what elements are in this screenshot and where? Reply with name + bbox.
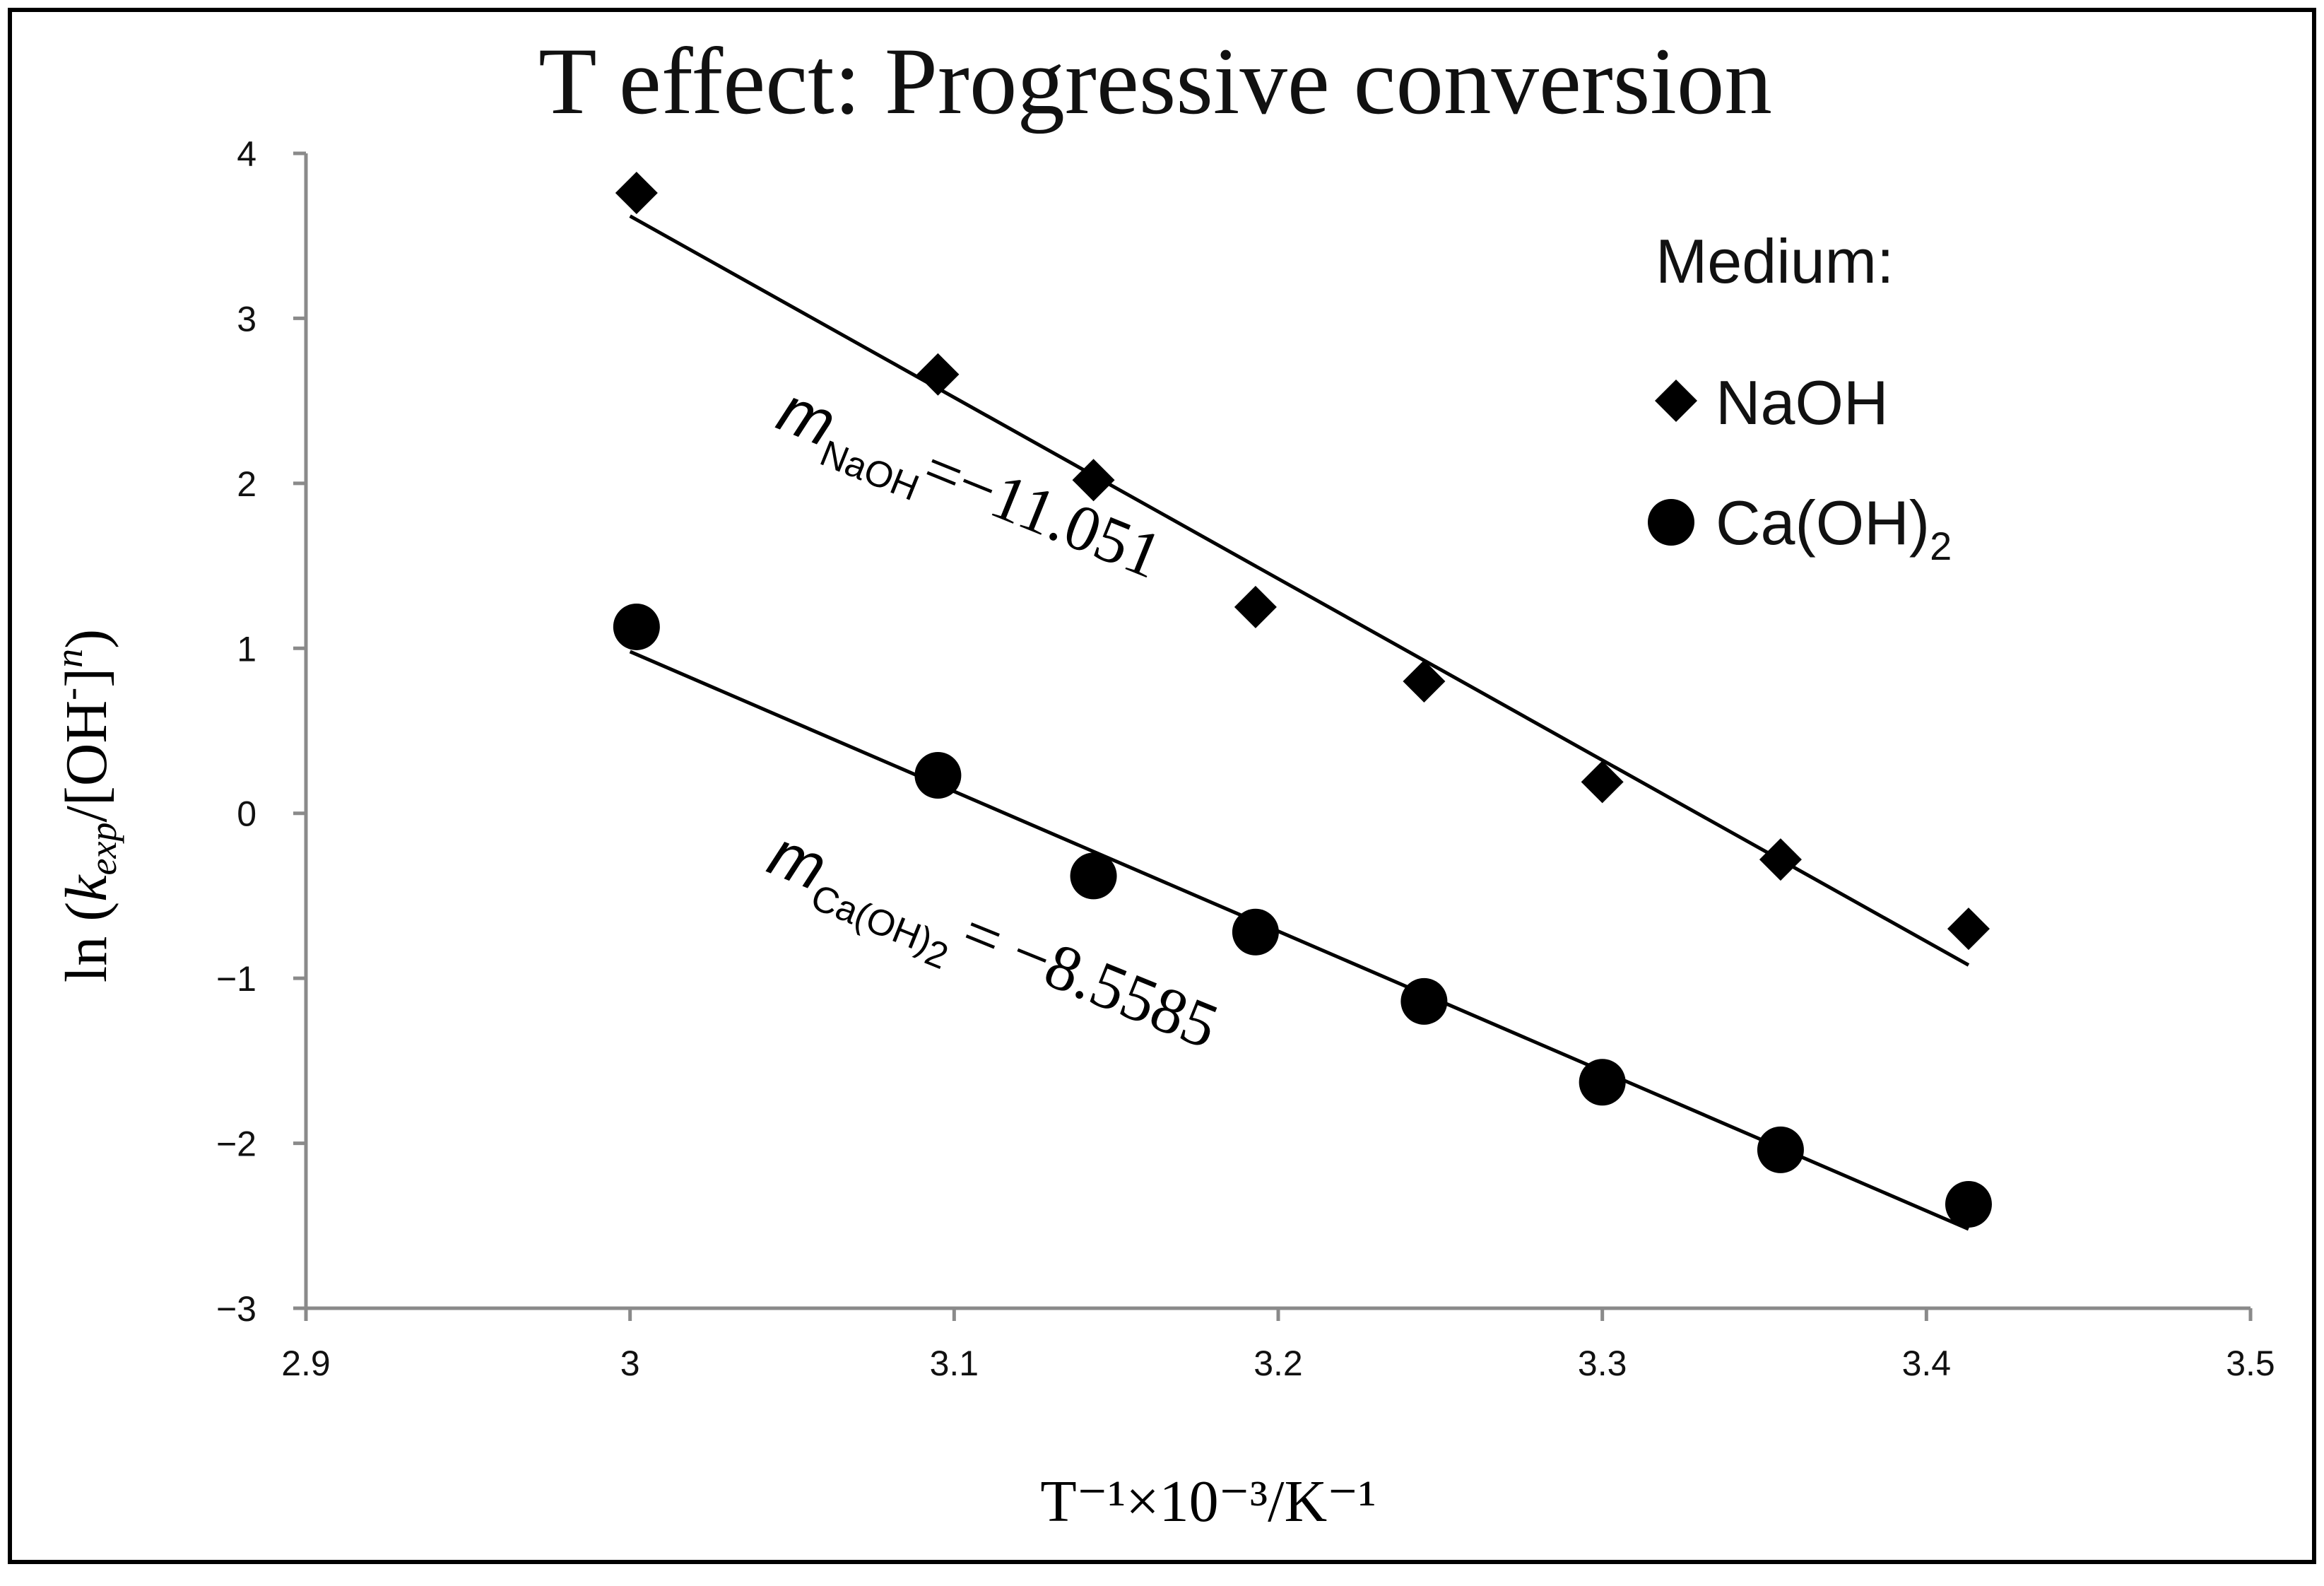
data-point-naoh bbox=[1072, 459, 1115, 502]
x-tick-label: 3.5 bbox=[2226, 1344, 2275, 1383]
x-tick-label: 3.2 bbox=[1254, 1344, 1303, 1383]
y-axis-label-n: n bbox=[48, 649, 90, 668]
data-point-caoh2 bbox=[613, 603, 660, 650]
y-axis-label-k: k bbox=[54, 874, 119, 902]
y-tick-label: 2 bbox=[237, 464, 256, 504]
y-axis-label-prefix: ln ( bbox=[54, 902, 119, 982]
x-tick-label: 3.3 bbox=[1578, 1344, 1627, 1383]
data-point-caoh2 bbox=[914, 752, 962, 799]
y-tick-label: 0 bbox=[237, 794, 256, 834]
y-tick-label: 1 bbox=[237, 629, 256, 669]
y-tick-label: −3 bbox=[216, 1289, 256, 1329]
y-tick-label: −2 bbox=[216, 1124, 256, 1164]
y-axis-label-mid: /[OH bbox=[54, 700, 119, 823]
x-tick-label: 2.9 bbox=[281, 1344, 331, 1383]
x-axis: 2.9 3 3.1 3.2 3.3 3.4 3.5 bbox=[281, 1306, 2275, 1383]
legend-marker-caoh2 bbox=[1648, 499, 1694, 546]
data-point-caoh2 bbox=[1579, 1059, 1626, 1106]
y-axis-label: ln (kexp/[OH-]n) bbox=[48, 629, 124, 982]
y-tick-label: 4 bbox=[237, 134, 256, 174]
y-axis-label-minus: - bbox=[49, 688, 92, 700]
data-point-caoh2 bbox=[1945, 1180, 1992, 1228]
data-point-naoh bbox=[1947, 907, 1990, 951]
x-tick-label: 3 bbox=[620, 1344, 640, 1383]
y-axis-label-close: ] bbox=[54, 668, 119, 688]
y-ticks: −3 −2 −1 0 1 2 3 4 bbox=[216, 134, 306, 1329]
data-point-naoh bbox=[1759, 838, 1802, 881]
y-tick-label: 3 bbox=[237, 299, 256, 339]
y-tick-label: −1 bbox=[216, 959, 256, 999]
legend-label-caoh2-main: Ca(OH) bbox=[1716, 488, 1930, 558]
data-point-naoh bbox=[615, 172, 658, 215]
data-point-caoh2 bbox=[1070, 852, 1117, 900]
y-axis-label-k-sub: exp bbox=[82, 823, 124, 876]
legend-label-caoh2-sub: 2 bbox=[1930, 524, 1952, 568]
data-point-naoh bbox=[1403, 659, 1446, 703]
data-point-caoh2 bbox=[1400, 977, 1448, 1025]
legend-label-caoh2: Ca(OH)2 bbox=[1716, 488, 1952, 568]
y-axis: −3 −2 −1 0 1 2 3 4 bbox=[216, 134, 308, 1329]
fit-line-naoh bbox=[629, 214, 1970, 967]
legend-marker-naoh bbox=[1655, 380, 1697, 422]
data-point-caoh2 bbox=[1232, 908, 1279, 956]
legend-title: Medium: bbox=[1656, 226, 1894, 296]
chart-title: T effect: Progressive conversion bbox=[538, 29, 1772, 134]
data-point-naoh bbox=[916, 353, 960, 396]
fit-line-caoh2 bbox=[629, 650, 1969, 1231]
y-axis-label-suffix: ) bbox=[54, 629, 119, 649]
legend-label-naoh: NaOH bbox=[1716, 368, 1889, 437]
x-ticks: 2.9 3 3.1 3.2 3.3 3.4 3.5 bbox=[281, 1308, 2275, 1383]
data-point-naoh bbox=[1234, 585, 1277, 628]
legend: Medium: NaOH Ca(OH)2 bbox=[1648, 226, 1952, 568]
data-point-caoh2 bbox=[1757, 1126, 1804, 1173]
plot-area bbox=[613, 172, 1992, 1231]
x-tick-label: 3.1 bbox=[930, 1344, 979, 1383]
data-point-naoh bbox=[1581, 760, 1624, 804]
x-tick-label: 3.4 bbox=[1902, 1344, 1952, 1383]
x-axis-label: T⁻¹×10⁻³/K⁻¹ bbox=[1040, 1469, 1376, 1534]
chart-frame bbox=[8, 8, 2316, 1564]
